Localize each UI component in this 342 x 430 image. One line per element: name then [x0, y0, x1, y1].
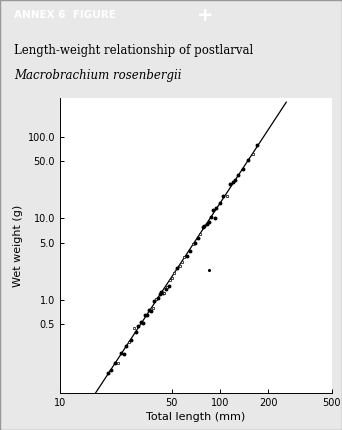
Text: Macrobrachium rosenbergii: Macrobrachium rosenbergii [14, 69, 181, 83]
Text: ANNEX 6  FIGURE: ANNEX 6 FIGURE [14, 10, 116, 20]
Text: +: + [197, 6, 213, 25]
Y-axis label: Wet weight (g): Wet weight (g) [13, 205, 23, 287]
X-axis label: Total length (mm): Total length (mm) [146, 412, 246, 423]
Text: Length-weight relationship of postlarval: Length-weight relationship of postlarval [14, 44, 253, 57]
